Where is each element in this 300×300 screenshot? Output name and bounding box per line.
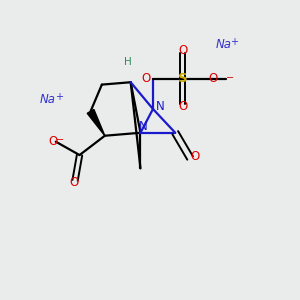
Text: N: N [139, 120, 147, 133]
Text: Na: Na [40, 93, 56, 106]
Text: H: H [124, 57, 132, 67]
Text: O: O [208, 72, 217, 85]
Text: O: O [190, 150, 199, 163]
Text: O: O [141, 72, 150, 85]
Text: −: − [226, 73, 234, 83]
Text: Na: Na [215, 38, 231, 51]
Text: −: − [56, 135, 64, 145]
Polygon shape [87, 110, 105, 136]
Text: +: + [230, 38, 238, 47]
Text: O: O [178, 44, 187, 57]
Text: S: S [178, 72, 188, 85]
Text: +: + [55, 92, 63, 102]
Text: O: O [48, 136, 57, 148]
Text: O: O [69, 176, 78, 189]
Text: O: O [178, 100, 187, 113]
Text: N: N [156, 100, 164, 113]
